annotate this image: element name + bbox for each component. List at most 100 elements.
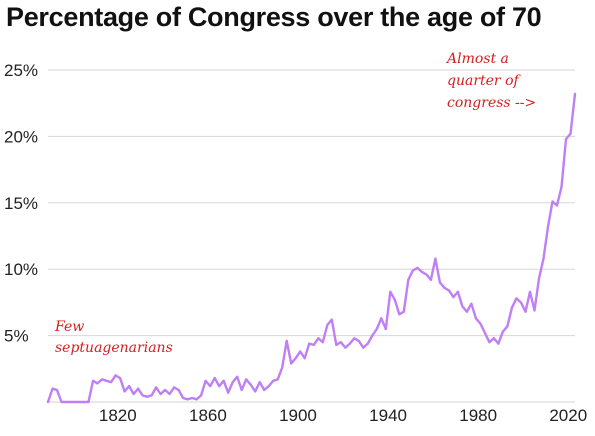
data-point [389,290,392,293]
annotation-few: Few septuagenarians [54,319,173,356]
data-point [51,387,54,390]
annotation-line: Few [54,319,84,335]
data-point [393,298,396,301]
data-point [303,357,306,360]
data-point [362,346,365,349]
chart-title: Percentage of Congress over the age of 7… [6,2,542,32]
annotations: Few septuagenarians Almost a quarter of cong… [54,51,536,356]
data-point [452,296,455,299]
data-point [164,388,167,392]
data-point [384,327,387,331]
data-point [276,378,279,381]
data-point [123,390,126,393]
y-tick-label: 20% [4,127,38,146]
data-point [281,366,284,369]
y-tick-label: 25% [4,61,38,80]
data-point [339,341,342,344]
annotation-line: quarter of [447,73,522,89]
data-point [353,337,356,340]
data-point [375,327,378,331]
data-point [60,400,63,404]
data-point [407,278,410,281]
data-point [132,392,135,396]
data-point [290,362,293,365]
data-point [429,278,432,281]
x-tick-label: 2020 [549,406,587,425]
data-point [159,392,162,396]
y-gridlines [48,69,575,403]
data-point [515,297,518,300]
data-point [150,394,153,397]
data-point [240,388,243,392]
data-point [465,310,468,313]
data-point [96,382,99,385]
annotation-line: congress --> [447,95,536,111]
data-point [46,400,50,404]
data-point [366,342,369,345]
data-point [308,342,311,345]
data-point [330,318,333,321]
data-point [560,185,563,188]
y-tick-label: 15% [4,194,38,213]
data-point [245,378,248,381]
data-point [64,400,68,404]
data-point [434,257,437,260]
data-point [285,339,288,342]
data-point [335,343,338,346]
series-layer [46,92,577,404]
data-point [555,204,559,207]
data-point [398,313,401,316]
data-point [497,342,500,345]
annotation-quarter: Almost a quarter of congress --> [445,51,536,111]
data-point [69,400,72,404]
data-point [506,325,509,328]
data-point [357,339,360,342]
data-point [213,377,216,380]
data-point [222,379,225,382]
y-axis: 5% 10% 15% 20% 25% [4,61,38,346]
data-point [263,388,266,392]
data-point [55,388,59,392]
y-tick-label: 5% [4,327,29,346]
data-point [218,385,221,388]
data-point [344,346,347,349]
data-point [528,290,532,293]
data-point [204,379,207,382]
data-point [155,386,158,389]
data-point [519,301,523,304]
data-point [191,396,194,400]
data-point [483,331,486,334]
data-point [542,257,545,260]
data-point [87,400,90,404]
data-point [501,330,504,333]
data-point [447,289,450,292]
data-point [272,379,275,382]
x-tick-label: 1820 [99,406,137,425]
data-point [110,381,113,384]
data-point [380,317,383,320]
data-point [569,132,572,135]
data-point [326,323,329,327]
y-tick-label: 10% [4,260,38,279]
data-point [200,394,203,397]
data-point [91,379,95,382]
data-point [209,385,212,388]
x-tick-label: 1980 [459,406,497,425]
data-point [227,391,230,394]
x-tick-label: 1900 [279,406,317,425]
data-point [101,378,104,381]
data-point [312,343,315,346]
data-point [119,377,122,380]
data-point [195,398,198,401]
data-point [146,395,149,398]
x-tick-label: 1860 [189,406,227,425]
data-point [186,398,189,401]
data-point [573,92,577,95]
annotation-line: septuagenarians [55,340,173,356]
data-point [294,357,297,360]
data-point [537,277,541,280]
data-point [443,286,446,289]
data-point [510,306,513,309]
data-point [416,266,419,269]
data-point [168,392,171,396]
